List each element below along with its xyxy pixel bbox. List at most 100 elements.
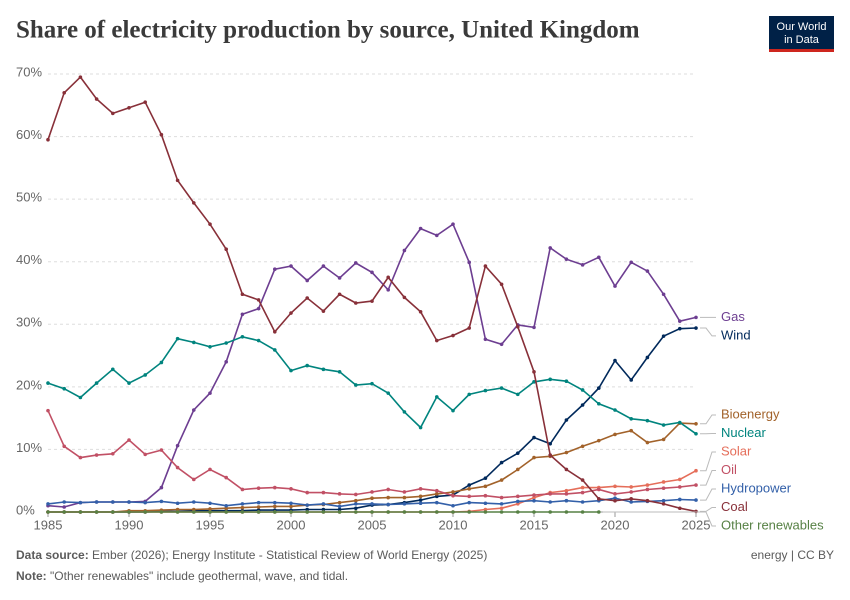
data-point xyxy=(111,111,115,116)
data-point xyxy=(78,395,83,400)
series-line xyxy=(47,75,697,513)
logo-box xyxy=(769,16,834,52)
data-point xyxy=(208,391,212,395)
legend-label: Wind xyxy=(721,327,751,342)
data-point xyxy=(694,483,698,487)
data-point xyxy=(94,510,99,514)
data-point xyxy=(321,507,326,512)
data-point xyxy=(159,132,164,137)
data-point xyxy=(548,377,552,382)
label-connector xyxy=(602,511,716,527)
data-point xyxy=(143,510,147,514)
data-point xyxy=(143,373,147,377)
data-point xyxy=(337,504,342,509)
y-tick-label: 10% xyxy=(16,440,42,455)
data-point xyxy=(208,467,212,472)
data-point xyxy=(78,455,83,460)
note: Note: "Other renewables" include geother… xyxy=(16,569,348,583)
logo-bar xyxy=(769,49,834,52)
data-point xyxy=(289,504,293,509)
data-point xyxy=(580,444,585,449)
data-point xyxy=(597,386,601,390)
data-point xyxy=(678,506,682,511)
data-point xyxy=(224,503,228,508)
data-point xyxy=(402,490,407,494)
data-point xyxy=(354,502,358,506)
data-point xyxy=(127,438,131,442)
data-point xyxy=(418,487,423,491)
logo[interactable]: Our World in Data xyxy=(769,16,834,52)
data-point xyxy=(46,502,50,506)
data-point xyxy=(192,201,196,205)
data-point xyxy=(694,315,698,320)
data-point xyxy=(499,510,504,514)
source-text: Ember (2026); Energy Institute - Statist… xyxy=(92,548,487,562)
data-point xyxy=(451,490,455,494)
data-point xyxy=(240,505,245,510)
data-point xyxy=(386,510,391,514)
data-point xyxy=(256,486,261,491)
data-point xyxy=(678,420,682,425)
data-point xyxy=(273,267,277,272)
data-point xyxy=(661,486,666,491)
data-point xyxy=(597,497,601,501)
data-point xyxy=(224,360,228,364)
data-point xyxy=(224,510,228,514)
data-point xyxy=(467,392,472,397)
data-point xyxy=(580,490,585,495)
data-point xyxy=(483,337,488,342)
data-point xyxy=(435,494,439,499)
data-point xyxy=(597,438,601,443)
data-point xyxy=(597,401,601,406)
data-point xyxy=(694,421,698,426)
y-tick-label: 30% xyxy=(16,315,42,330)
data-point xyxy=(645,498,650,503)
data-point xyxy=(273,510,277,514)
data-point xyxy=(661,437,666,442)
data-point xyxy=(354,261,358,265)
series-line xyxy=(47,222,697,508)
data-point xyxy=(321,264,326,268)
data-point xyxy=(564,379,569,384)
data-point xyxy=(451,510,455,514)
data-point xyxy=(613,284,617,288)
x-tick-label: 2010 xyxy=(439,517,468,532)
data-point xyxy=(175,465,180,470)
data-point xyxy=(240,292,245,297)
data-point xyxy=(111,500,115,504)
data-point xyxy=(532,493,536,497)
data-point xyxy=(613,496,617,501)
data-point xyxy=(289,264,293,268)
data-point xyxy=(548,500,552,504)
data-point xyxy=(678,485,682,489)
data-point xyxy=(256,298,261,302)
data-point xyxy=(240,487,245,492)
data-point xyxy=(208,501,212,506)
label-connector xyxy=(700,470,716,486)
data-point xyxy=(192,477,196,482)
data-point xyxy=(402,510,407,514)
data-point xyxy=(354,506,358,511)
data-point xyxy=(435,488,439,493)
data-point xyxy=(418,425,423,430)
data-point xyxy=(305,296,310,300)
data-point xyxy=(354,301,358,305)
data-point xyxy=(305,278,310,283)
data-point xyxy=(240,335,245,339)
data-point xyxy=(499,506,504,511)
data-point xyxy=(451,493,455,498)
data-point xyxy=(94,97,99,101)
data-point xyxy=(386,502,391,507)
data-point xyxy=(337,370,342,374)
data-point xyxy=(305,510,310,514)
logo-text: in Data xyxy=(784,34,820,46)
logo-text: Our World xyxy=(777,21,827,33)
data-point xyxy=(62,386,66,391)
data-point xyxy=(370,299,374,303)
data-point xyxy=(159,448,164,452)
data-point xyxy=(678,477,682,482)
data-point xyxy=(143,100,147,104)
data-point xyxy=(483,484,488,489)
data-point xyxy=(564,510,569,514)
data-point xyxy=(580,500,585,504)
